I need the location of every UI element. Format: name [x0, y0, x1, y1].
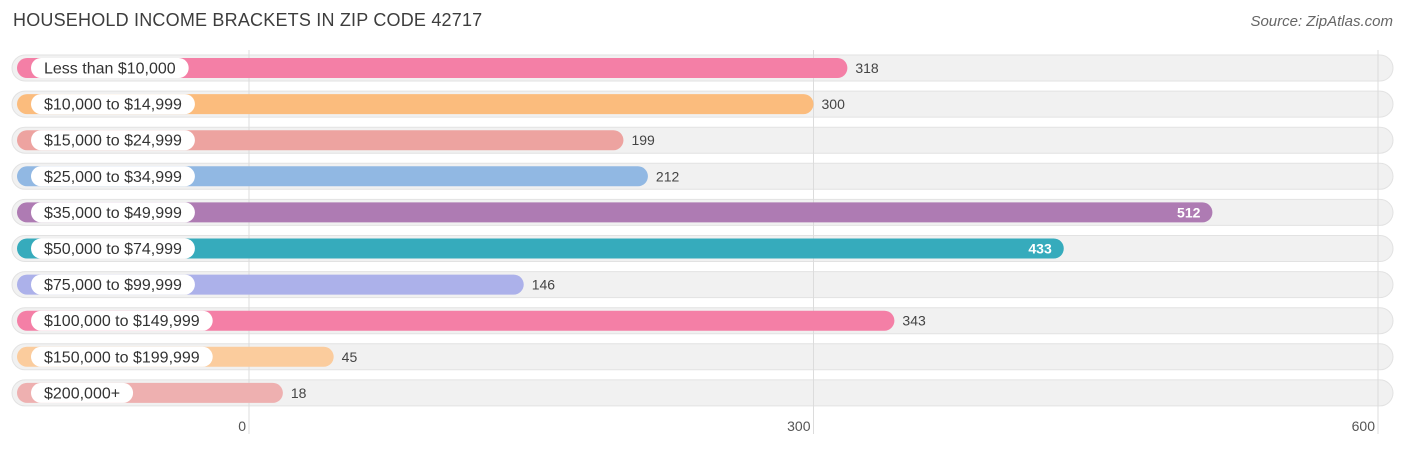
- category-label: $200,000+: [44, 385, 120, 402]
- value-label: 212: [656, 168, 680, 184]
- bar: [17, 58, 848, 78]
- category-pill: [31, 202, 195, 223]
- category-pill: [31, 58, 189, 78]
- bar: [17, 94, 814, 115]
- bars: Less than $10,000 318 $10,000 to $14,999 30…: [17, 58, 1213, 403]
- value-label: 199: [631, 132, 655, 148]
- bar: [17, 310, 895, 331]
- category-pill: [31, 274, 195, 295]
- category-label: $10,000 to $14,999: [44, 97, 182, 114]
- category-label: $150,000 to $199,999: [44, 349, 200, 366]
- category-label: $75,000 to $99,999: [44, 277, 182, 294]
- category-pill: [31, 346, 213, 367]
- x-axis-ticks: 0 300 600: [238, 418, 1375, 434]
- value-label: 512: [1177, 204, 1201, 220]
- value-label: 146: [532, 277, 556, 293]
- category-label: $100,000 to $149,999: [44, 313, 200, 330]
- value-label: 318: [855, 60, 879, 76]
- bar: [17, 238, 1064, 259]
- category-pill: [31, 238, 195, 259]
- row-background: [11, 343, 1394, 371]
- value-label: 300: [822, 96, 846, 112]
- category-label: $50,000 to $74,999: [44, 241, 182, 258]
- row-background: [11, 379, 1394, 407]
- value-label: 18: [291, 385, 307, 401]
- x-tick-label: 300: [787, 418, 811, 434]
- category-pill: [31, 310, 213, 331]
- x-tick-label: 600: [1352, 418, 1376, 434]
- bar: [17, 202, 1213, 223]
- category-pill: [31, 130, 195, 151]
- value-label: 45: [342, 349, 358, 365]
- category-label: Less than $10,000: [44, 61, 176, 78]
- chart-title: HOUSEHOLD INCOME BRACKETS IN ZIP CODE 42…: [13, 10, 483, 30]
- category-label: $25,000 to $34,999: [44, 169, 182, 186]
- category-pill: [31, 166, 195, 187]
- value-label: 433: [1028, 241, 1052, 257]
- source-note: Source: ZipAtlas.com: [1250, 13, 1393, 30]
- category-pill: [31, 94, 195, 115]
- value-label: 343: [902, 313, 926, 329]
- category-label: $15,000 to $24,999: [44, 133, 182, 150]
- category-pill: [31, 382, 134, 403]
- x-tick-label: 0: [238, 418, 246, 434]
- category-label: $35,000 to $49,999: [44, 205, 182, 222]
